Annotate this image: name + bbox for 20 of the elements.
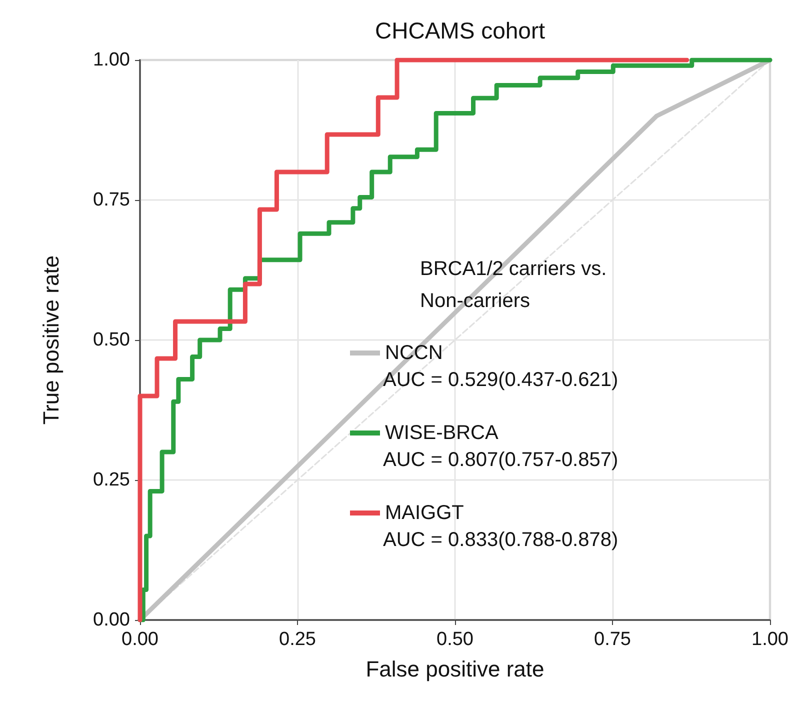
x-tick-label: 0.00 (122, 629, 158, 650)
legend-label: WISE-BRCA (385, 422, 499, 444)
legend-title: BRCA1/2 carriers vs. Non-carriers (420, 258, 607, 312)
x-axis-title: False positive rate (366, 656, 544, 682)
y-tick-label: 0.00 (93, 610, 130, 630)
x-tick-label: 1.00 (752, 629, 788, 650)
x-tick-label: 0.75 (594, 629, 631, 650)
legend-label: NCCN (385, 342, 443, 364)
y-axis-title: True positive rate (38, 255, 64, 425)
legend-label: MAIGGT (385, 502, 464, 524)
annotation: AUC = 0.529(0.437-0.621) (383, 369, 618, 391)
chart-title: CHCAMS cohort (375, 18, 546, 44)
y-tick-label: 0.75 (93, 190, 130, 210)
annotation: AUC = 0.833(0.788-0.878) (383, 529, 618, 551)
x-tick-label: 0.25 (279, 629, 316, 650)
x-tick-label: 0.50 (436, 629, 474, 650)
annotation: AUC = 0.807(0.757-0.857) (383, 449, 618, 471)
y-tick-label: 1.00 (93, 50, 130, 70)
y-tick-label: 0.25 (93, 470, 130, 490)
y-tick-label: 0.50 (93, 330, 130, 350)
